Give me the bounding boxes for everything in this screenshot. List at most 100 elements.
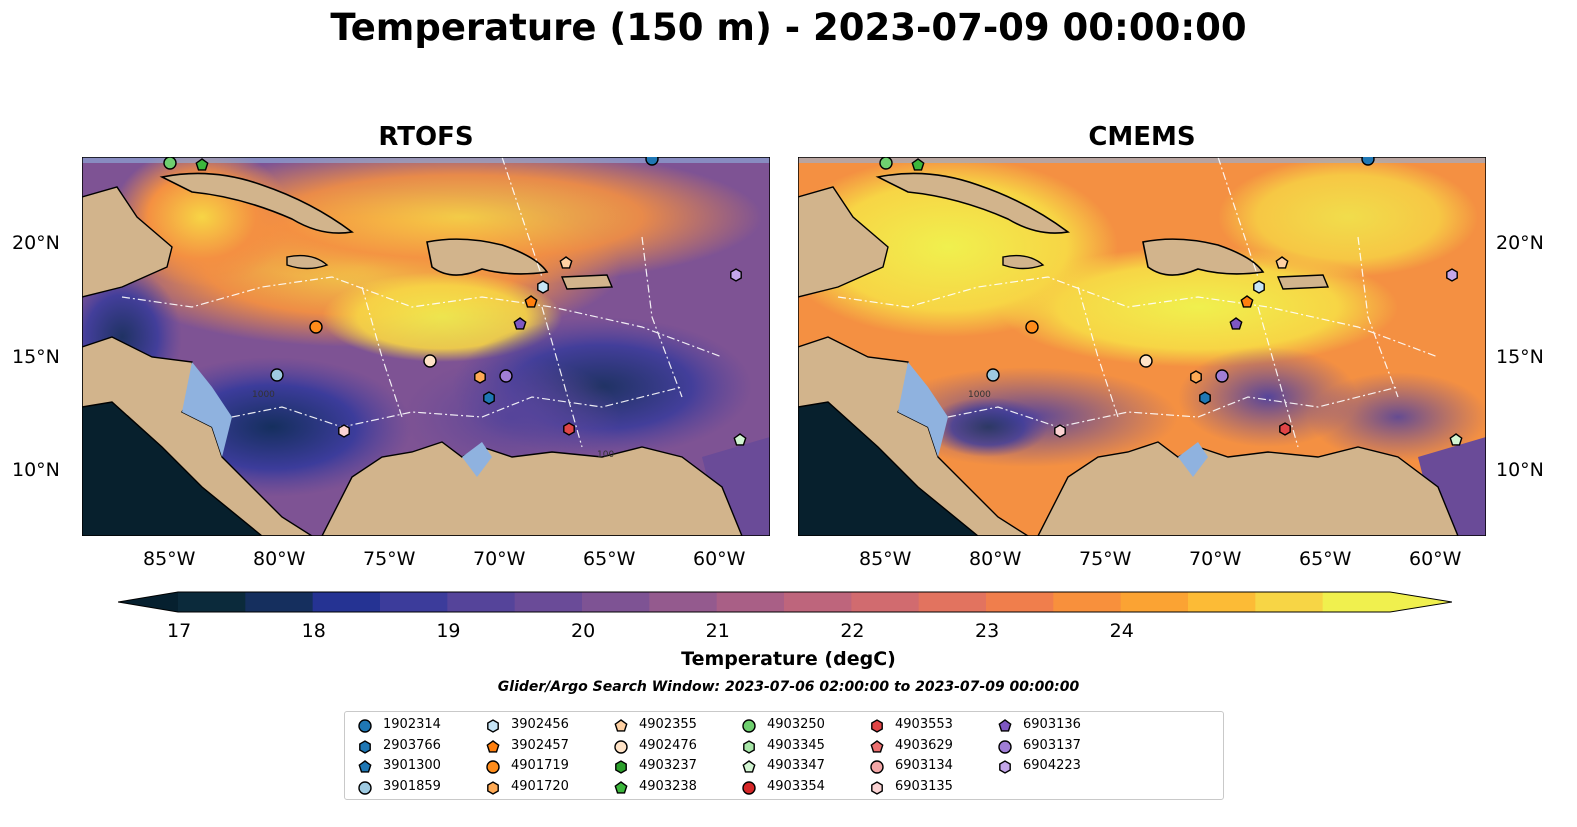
legend-label: 4901720	[511, 778, 569, 794]
float-marker-4903238	[195, 158, 209, 171]
legend-marker-hexagon	[359, 739, 371, 754]
float-marker-6903137	[499, 369, 513, 383]
legend-label: 6903134	[895, 758, 953, 773]
legend-marker-hexagon	[487, 719, 499, 733]
lon-tick-label: 85°W	[143, 548, 196, 570]
legend-label: 4902476	[639, 737, 697, 753]
legend-marker-pentagon	[742, 760, 756, 773]
float-marker-4901719	[309, 320, 323, 334]
legend-marker-pentagon	[998, 719, 1012, 732]
legend-label: 4903347	[767, 758, 825, 773]
colorbar-bin	[245, 592, 314, 612]
lon-tick-label: 70°W	[1189, 548, 1242, 570]
float-marker-4902476	[1139, 354, 1153, 368]
colorbar-tick-label: 18	[301, 620, 326, 642]
legend-label: 2903766	[383, 737, 441, 753]
float-marker-4901720	[1190, 370, 1202, 384]
colorbar-bin	[1255, 592, 1324, 612]
legend-label: 1902314	[383, 717, 441, 732]
colorbar-tick-label: 22	[840, 620, 865, 642]
legend-marker-hexagon	[871, 719, 883, 733]
legend-marker-circle	[998, 739, 1012, 754]
lat-tick-label: 10°N	[12, 459, 60, 481]
colorbar-bin	[716, 592, 785, 612]
colorbar-bin	[514, 592, 583, 612]
legend-marker-circle	[486, 760, 500, 774]
lon-tick-label: 60°W	[693, 548, 746, 570]
lon-tick-label: 80°W	[969, 548, 1022, 570]
contour-label-1000: 1000	[968, 390, 991, 400]
lon-tick-label: 65°W	[583, 548, 636, 570]
float-marker-6904223	[1446, 268, 1458, 282]
colorbar-bin	[447, 592, 516, 612]
float-marker-4903553	[563, 422, 575, 436]
float-legend: 1902314 2903766 3901300 3901859 3902456 39024…	[344, 711, 1224, 800]
lat-tick-label: 15°N	[1496, 346, 1544, 368]
colorbar-over-arrow	[1390, 592, 1452, 612]
contour-label-1000: 1000	[252, 390, 275, 400]
float-marker-3902456	[537, 280, 549, 294]
lon-tick-label: 65°W	[1299, 548, 1352, 570]
float-marker-4903347	[733, 433, 747, 446]
lon-tick-label: 60°W	[1409, 548, 1462, 570]
lat-tick-label: 10°N	[1496, 459, 1544, 481]
lat-tick-label: 20°N	[1496, 232, 1544, 254]
float-marker-3902457	[1240, 295, 1254, 308]
figure-title: Temperature (150 m) - 2023-07-09 00:00:0…	[330, 6, 1247, 49]
legend-marker-pentagon	[614, 780, 628, 794]
legend-label: 6904223	[1023, 758, 1081, 773]
colorbar-title: Temperature (degC)	[681, 648, 896, 670]
float-marker-6903135	[1054, 424, 1066, 438]
float-marker-4903250	[879, 157, 893, 170]
legend-label: 6903137	[1023, 737, 1081, 753]
legend-label: 3902457	[511, 737, 569, 753]
legend-label: 4903250	[767, 717, 825, 732]
legend-marker-circle	[358, 780, 372, 795]
float-marker-2903766	[483, 391, 495, 405]
legend-marker-hexagon	[871, 780, 883, 795]
float-marker-2903766	[1199, 391, 1211, 405]
colorbar-bin	[1188, 592, 1256, 612]
legend-marker-circle	[742, 719, 756, 733]
rtofs-map: 1000 100	[82, 157, 770, 536]
float-marker-4903250	[163, 157, 177, 170]
colorbar-bin	[918, 592, 987, 612]
colorbar-tick-label: 17	[167, 620, 192, 642]
colorbar-bin	[582, 592, 650, 612]
colorbar-bin	[178, 592, 246, 612]
float-marker-6903136	[513, 317, 527, 330]
legend-marker-circle	[870, 760, 884, 774]
legend-marker-hexagon	[487, 780, 499, 795]
colorbar-tick-label: 21	[705, 620, 730, 642]
lon-tick-label: 70°W	[473, 548, 526, 570]
legend-label: 4903345	[767, 737, 825, 753]
colorbar-bin	[649, 592, 718, 612]
float-marker-4902355	[559, 256, 573, 269]
colorbar-bin	[380, 592, 448, 612]
float-marker-1902314	[645, 157, 659, 166]
panel-title-cmems: CMEMS	[1088, 122, 1196, 152]
float-marker-6903136	[1229, 317, 1243, 330]
legend-marker-pentagon	[614, 719, 628, 732]
legend-marker-pentagon	[358, 760, 372, 773]
lat-tick-label: 15°N	[12, 346, 60, 368]
legend-label: 4903238	[639, 778, 697, 794]
colorbar-bin	[312, 592, 381, 612]
legend-label: 3901859	[383, 778, 441, 794]
search-window-caption: Glider/Argo Search Window: 2023-07-06 02…	[497, 679, 1080, 695]
legend-marker-circle	[614, 739, 628, 754]
float-marker-4902355	[1275, 256, 1289, 269]
legend-label: 4901719	[511, 758, 569, 773]
colorbar-bin	[784, 592, 852, 612]
legend-label: 6903135	[895, 778, 953, 794]
float-marker-3901859	[986, 368, 1000, 382]
legend-marker-circle	[358, 719, 372, 733]
float-marker-6904223	[730, 268, 742, 282]
float-marker-3902457	[524, 295, 538, 308]
float-marker-3901859	[270, 368, 284, 382]
colorbar-tick-label: 20	[571, 620, 596, 642]
colorbar-bin	[1120, 592, 1189, 612]
lon-tick-label: 85°W	[859, 548, 912, 570]
colorbar-under-arrow	[118, 592, 178, 612]
panel-title-rtofs: RTOFS	[378, 122, 474, 152]
